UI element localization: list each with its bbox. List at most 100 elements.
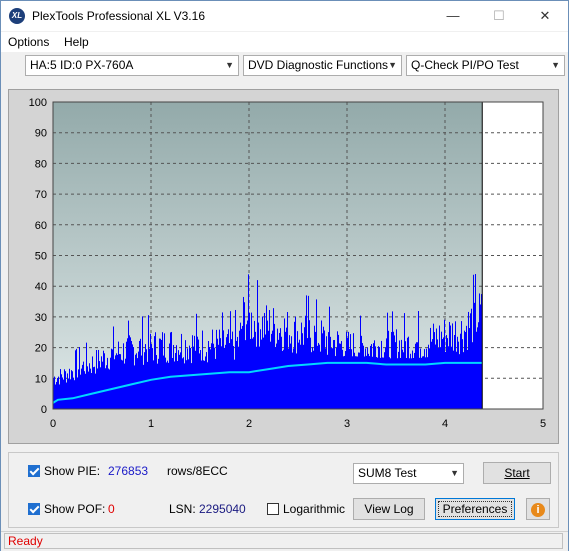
pie-bar [447, 338, 448, 409]
pie-bar [126, 341, 127, 409]
pie-bar [234, 359, 235, 409]
drive-select-value: HA:5 ID:0 PX-760A [30, 58, 134, 72]
pie-bar [381, 340, 382, 409]
pie-bar [206, 352, 207, 409]
pie-bar [133, 347, 134, 409]
pie-bar [393, 331, 394, 409]
pie-bar [437, 339, 438, 409]
pie-bar [274, 323, 275, 409]
pie-bar [122, 360, 123, 409]
show-pie-checkbox[interactable] [28, 465, 40, 477]
pie-bar [352, 356, 353, 409]
view-log-button[interactable]: View Log [353, 498, 425, 520]
pie-bar [147, 361, 148, 409]
pie-bar [319, 344, 320, 409]
window-title: PlexTools Professional XL V3.16 [32, 9, 205, 23]
pie-bar [118, 341, 119, 409]
pie-bar [86, 342, 87, 409]
preferences-button[interactable]: Preferences [435, 498, 515, 520]
close-button[interactable]: ✕ [539, 8, 551, 23]
pie-bar [388, 330, 389, 409]
title-bar[interactable]: XL PlexTools Professional XL V3.16 — ☐ ✕ [1, 1, 568, 31]
pie-bar [405, 341, 406, 409]
pie-bar [305, 315, 306, 409]
test-type-select[interactable]: Q-Check PI/PO Test ▼ [406, 55, 565, 76]
pie-bar [436, 328, 437, 409]
menu-bar: Options Help [1, 32, 568, 52]
pie-bar [158, 358, 159, 409]
pie-bar [408, 336, 409, 409]
pie-bar [455, 321, 456, 409]
sum8-test-select[interactable]: SUM8 Test ▼ [353, 463, 464, 484]
pie-bar [250, 338, 251, 409]
pie-bar [187, 348, 188, 409]
pie-bar [275, 347, 276, 409]
pie-bar [290, 343, 291, 409]
pie-bar [426, 348, 427, 409]
pie-bar [231, 339, 232, 409]
pie-bar [114, 359, 115, 409]
pie-bar [478, 322, 479, 409]
function-select[interactable]: DVD Diagnostic Functions ▼ [243, 55, 402, 76]
pie-bar [378, 346, 379, 409]
pie-bar [265, 334, 266, 409]
lsn-label: LSN: [169, 502, 196, 516]
pie-bar [475, 273, 476, 409]
logarithmic-checkbox[interactable] [267, 503, 279, 515]
pie-bar [249, 312, 250, 409]
pie-bar [88, 371, 89, 409]
pie-bar [252, 338, 253, 409]
pie-bar [177, 361, 178, 409]
pie-bar [386, 338, 387, 409]
pof-count-value: 0 [108, 502, 115, 516]
pie-bar [398, 351, 399, 409]
pie-bar [134, 365, 135, 409]
y-tick-label: 40 [35, 281, 47, 293]
pie-bar [71, 370, 72, 409]
pie-bar [266, 305, 267, 409]
pie-bar [154, 336, 155, 409]
pie-bar [387, 312, 388, 409]
y-tick-label: 60 [35, 220, 47, 232]
pie-bar [335, 356, 336, 409]
pie-bar [337, 331, 338, 409]
pie-bar [130, 337, 131, 409]
pie-bar [446, 335, 447, 409]
pie-bar [297, 331, 298, 409]
show-pof-checkbox[interactable] [28, 503, 40, 515]
start-button[interactable]: Start [483, 462, 551, 484]
pie-bar [441, 331, 442, 409]
pie-bar [78, 369, 79, 409]
maximize-button[interactable]: ☐ [493, 8, 505, 23]
menu-options[interactable]: Options [8, 35, 50, 49]
pie-bar [466, 325, 467, 409]
minimize-button[interactable]: — [446, 8, 460, 23]
pie-bar [100, 367, 101, 409]
pie-bar [172, 357, 173, 409]
pie-bar [454, 334, 455, 409]
pie-bar [102, 361, 103, 409]
pie-bar [170, 332, 171, 409]
pie-bar [292, 352, 293, 409]
pie-bar [362, 343, 363, 409]
chevron-down-icon: ▼ [225, 60, 234, 70]
pie-bar [419, 357, 420, 409]
menu-help[interactable]: Help [64, 35, 89, 49]
pie-bar [188, 359, 189, 409]
drive-select[interactable]: HA:5 ID:0 PX-760A ▼ [25, 55, 239, 76]
pie-bar [374, 340, 375, 409]
y-tick-label: 30 [35, 312, 47, 324]
pie-bar [156, 355, 157, 409]
pie-bar [445, 351, 446, 409]
pie-bar [254, 320, 255, 409]
pie-bar [225, 344, 226, 409]
pie-bar [182, 358, 183, 409]
pie-bar [77, 377, 78, 409]
pie-bar [367, 347, 368, 409]
pie-bar [411, 358, 412, 409]
pie-bar [128, 320, 129, 409]
info-button[interactable]: i [526, 498, 550, 520]
pie-bar [203, 360, 204, 409]
pie-bar [293, 348, 294, 409]
pie-bar [392, 311, 393, 409]
